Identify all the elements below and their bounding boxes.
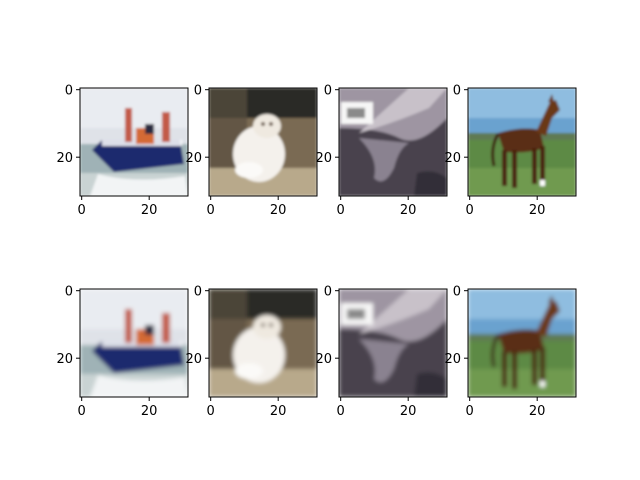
x-tick-label: 20 (270, 203, 287, 218)
y-tick-label: 20 (315, 151, 332, 166)
x-tick-label: 0 (207, 203, 215, 218)
panel-r1-c4-horse: 0 20 0 20 (444, 84, 577, 218)
y-tick-label: 20 (185, 352, 202, 367)
y-tick-label: 20 (56, 352, 73, 367)
y-tick-label: 0 (194, 84, 202, 99)
y-tick-label: 20 (56, 151, 73, 166)
axes-frame (208, 87, 318, 197)
panel-r1-c1-ship: 0 20 0 20 (56, 84, 189, 218)
x-tick-label: 20 (141, 203, 158, 218)
axes-frame (338, 288, 448, 398)
y-tick-label: 20 (185, 151, 202, 166)
panel-r1-c3-close-up-animal: 0 20 0 20 (315, 84, 448, 218)
x-tick-label: 0 (337, 404, 345, 419)
x-tick-label: 0 (337, 203, 345, 218)
horse-image (468, 289, 576, 397)
panel-r2-c4-horse: 0 20 0 20 (444, 285, 577, 419)
ship-image (80, 289, 188, 397)
y-tick-label: 0 (324, 285, 332, 300)
x-tick-label: 20 (400, 404, 417, 419)
axes-frame (79, 288, 189, 398)
y-tick-label: 20 (444, 151, 461, 166)
y-tick-label: 0 (453, 285, 461, 300)
y-tick-label: 0 (194, 285, 202, 300)
close-up-animal-image (339, 289, 447, 397)
panel-r1-c2-cat: 0 20 0 20 (185, 84, 318, 218)
x-tick-label: 20 (400, 203, 417, 218)
x-tick-label: 0 (466, 404, 474, 419)
axes-frame (208, 288, 318, 398)
x-tick-label: 0 (466, 203, 474, 218)
close-up-animal-image (339, 88, 447, 196)
y-tick-label: 0 (65, 84, 73, 99)
x-tick-label: 20 (141, 404, 158, 419)
axes-frame (467, 288, 577, 398)
axes-frame (79, 87, 189, 197)
horse-image (468, 88, 576, 196)
y-tick-label: 0 (324, 84, 332, 99)
ship-image (80, 88, 188, 196)
cat-image (209, 88, 317, 196)
x-tick-label: 0 (78, 404, 86, 419)
axes-frame (338, 87, 448, 197)
cat-image (209, 289, 317, 397)
x-tick-label: 0 (78, 203, 86, 218)
x-tick-label: 20 (529, 203, 546, 218)
panel-r2-c1-ship: 0 20 0 20 (56, 285, 189, 419)
axes-frame (467, 87, 577, 197)
x-tick-label: 0 (207, 404, 215, 419)
panel-r2-c2-cat: 0 20 0 20 (185, 285, 318, 419)
x-tick-label: 20 (529, 404, 546, 419)
y-tick-label: 20 (315, 352, 332, 367)
x-tick-label: 20 (270, 404, 287, 419)
y-tick-label: 0 (65, 285, 73, 300)
panel-r2-c3-close-up-animal: 0 20 0 20 (315, 285, 448, 419)
y-tick-label: 0 (453, 84, 461, 99)
y-tick-label: 20 (444, 352, 461, 367)
